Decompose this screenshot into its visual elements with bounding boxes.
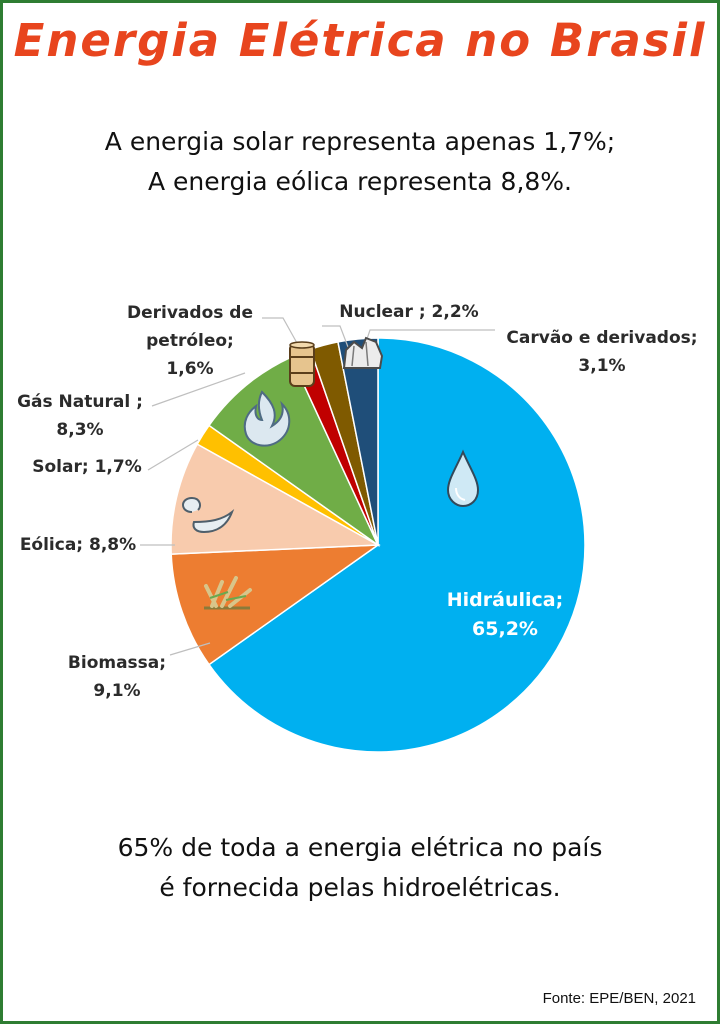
slice-label-nuclear: Nuclear ; 2,2% bbox=[339, 302, 478, 322]
gas-flame-icon bbox=[243, 390, 291, 447]
oil-barrel-icon bbox=[289, 341, 315, 387]
leader-line-derivados-de-petroleo bbox=[262, 317, 303, 353]
leader-line-nuclear bbox=[322, 325, 349, 348]
leader-line-biomassa bbox=[169, 642, 211, 656]
page-title: Energia Elétrica no Brasil bbox=[13, 14, 707, 67]
sugarcane-icon bbox=[204, 576, 252, 610]
slice-biomassa bbox=[170, 544, 381, 666]
slice-hidraulica bbox=[207, 337, 586, 753]
slice-label-gas-natural: Gás Natural ; 8,3% bbox=[17, 392, 143, 440]
slice-label-derivados-de-petroleo: Derivados de petróleo; 1,6% bbox=[127, 303, 253, 379]
subtitle-line-1: A energia solar representa apenas 1,7%; bbox=[104, 127, 616, 156]
slice-gas-natural bbox=[207, 356, 380, 548]
footer-line-2: é fornecida pelas hidroelétricas. bbox=[159, 873, 561, 902]
slice-label-hidraulica: Hidráulica; 65,2% bbox=[447, 589, 563, 640]
source-note: Fonte: EPE/BEN, 2021 bbox=[542, 990, 696, 1007]
slice-label-solar: Solar; 1,7% bbox=[32, 457, 141, 477]
slice-label-biomassa: Biomassa; 9,1% bbox=[68, 653, 166, 701]
wind-icon bbox=[182, 496, 235, 534]
coal-icon bbox=[342, 336, 384, 369]
subtitle-line-2: A energia eólica representa 8,8%. bbox=[147, 167, 573, 196]
footer-line-1: 65% de toda a energia elétrica no país bbox=[117, 833, 603, 862]
leader-line-gas-natural bbox=[151, 372, 246, 407]
water-drop-icon bbox=[446, 449, 480, 508]
slice-label-carvao-e-derivados: Carvão e derivados; 3,1% bbox=[506, 328, 697, 376]
slice-carvao-e-derivados bbox=[337, 337, 379, 546]
slice-label-eolica: Eólica; 8,8% bbox=[20, 535, 136, 555]
leader-line-solar bbox=[147, 439, 199, 471]
